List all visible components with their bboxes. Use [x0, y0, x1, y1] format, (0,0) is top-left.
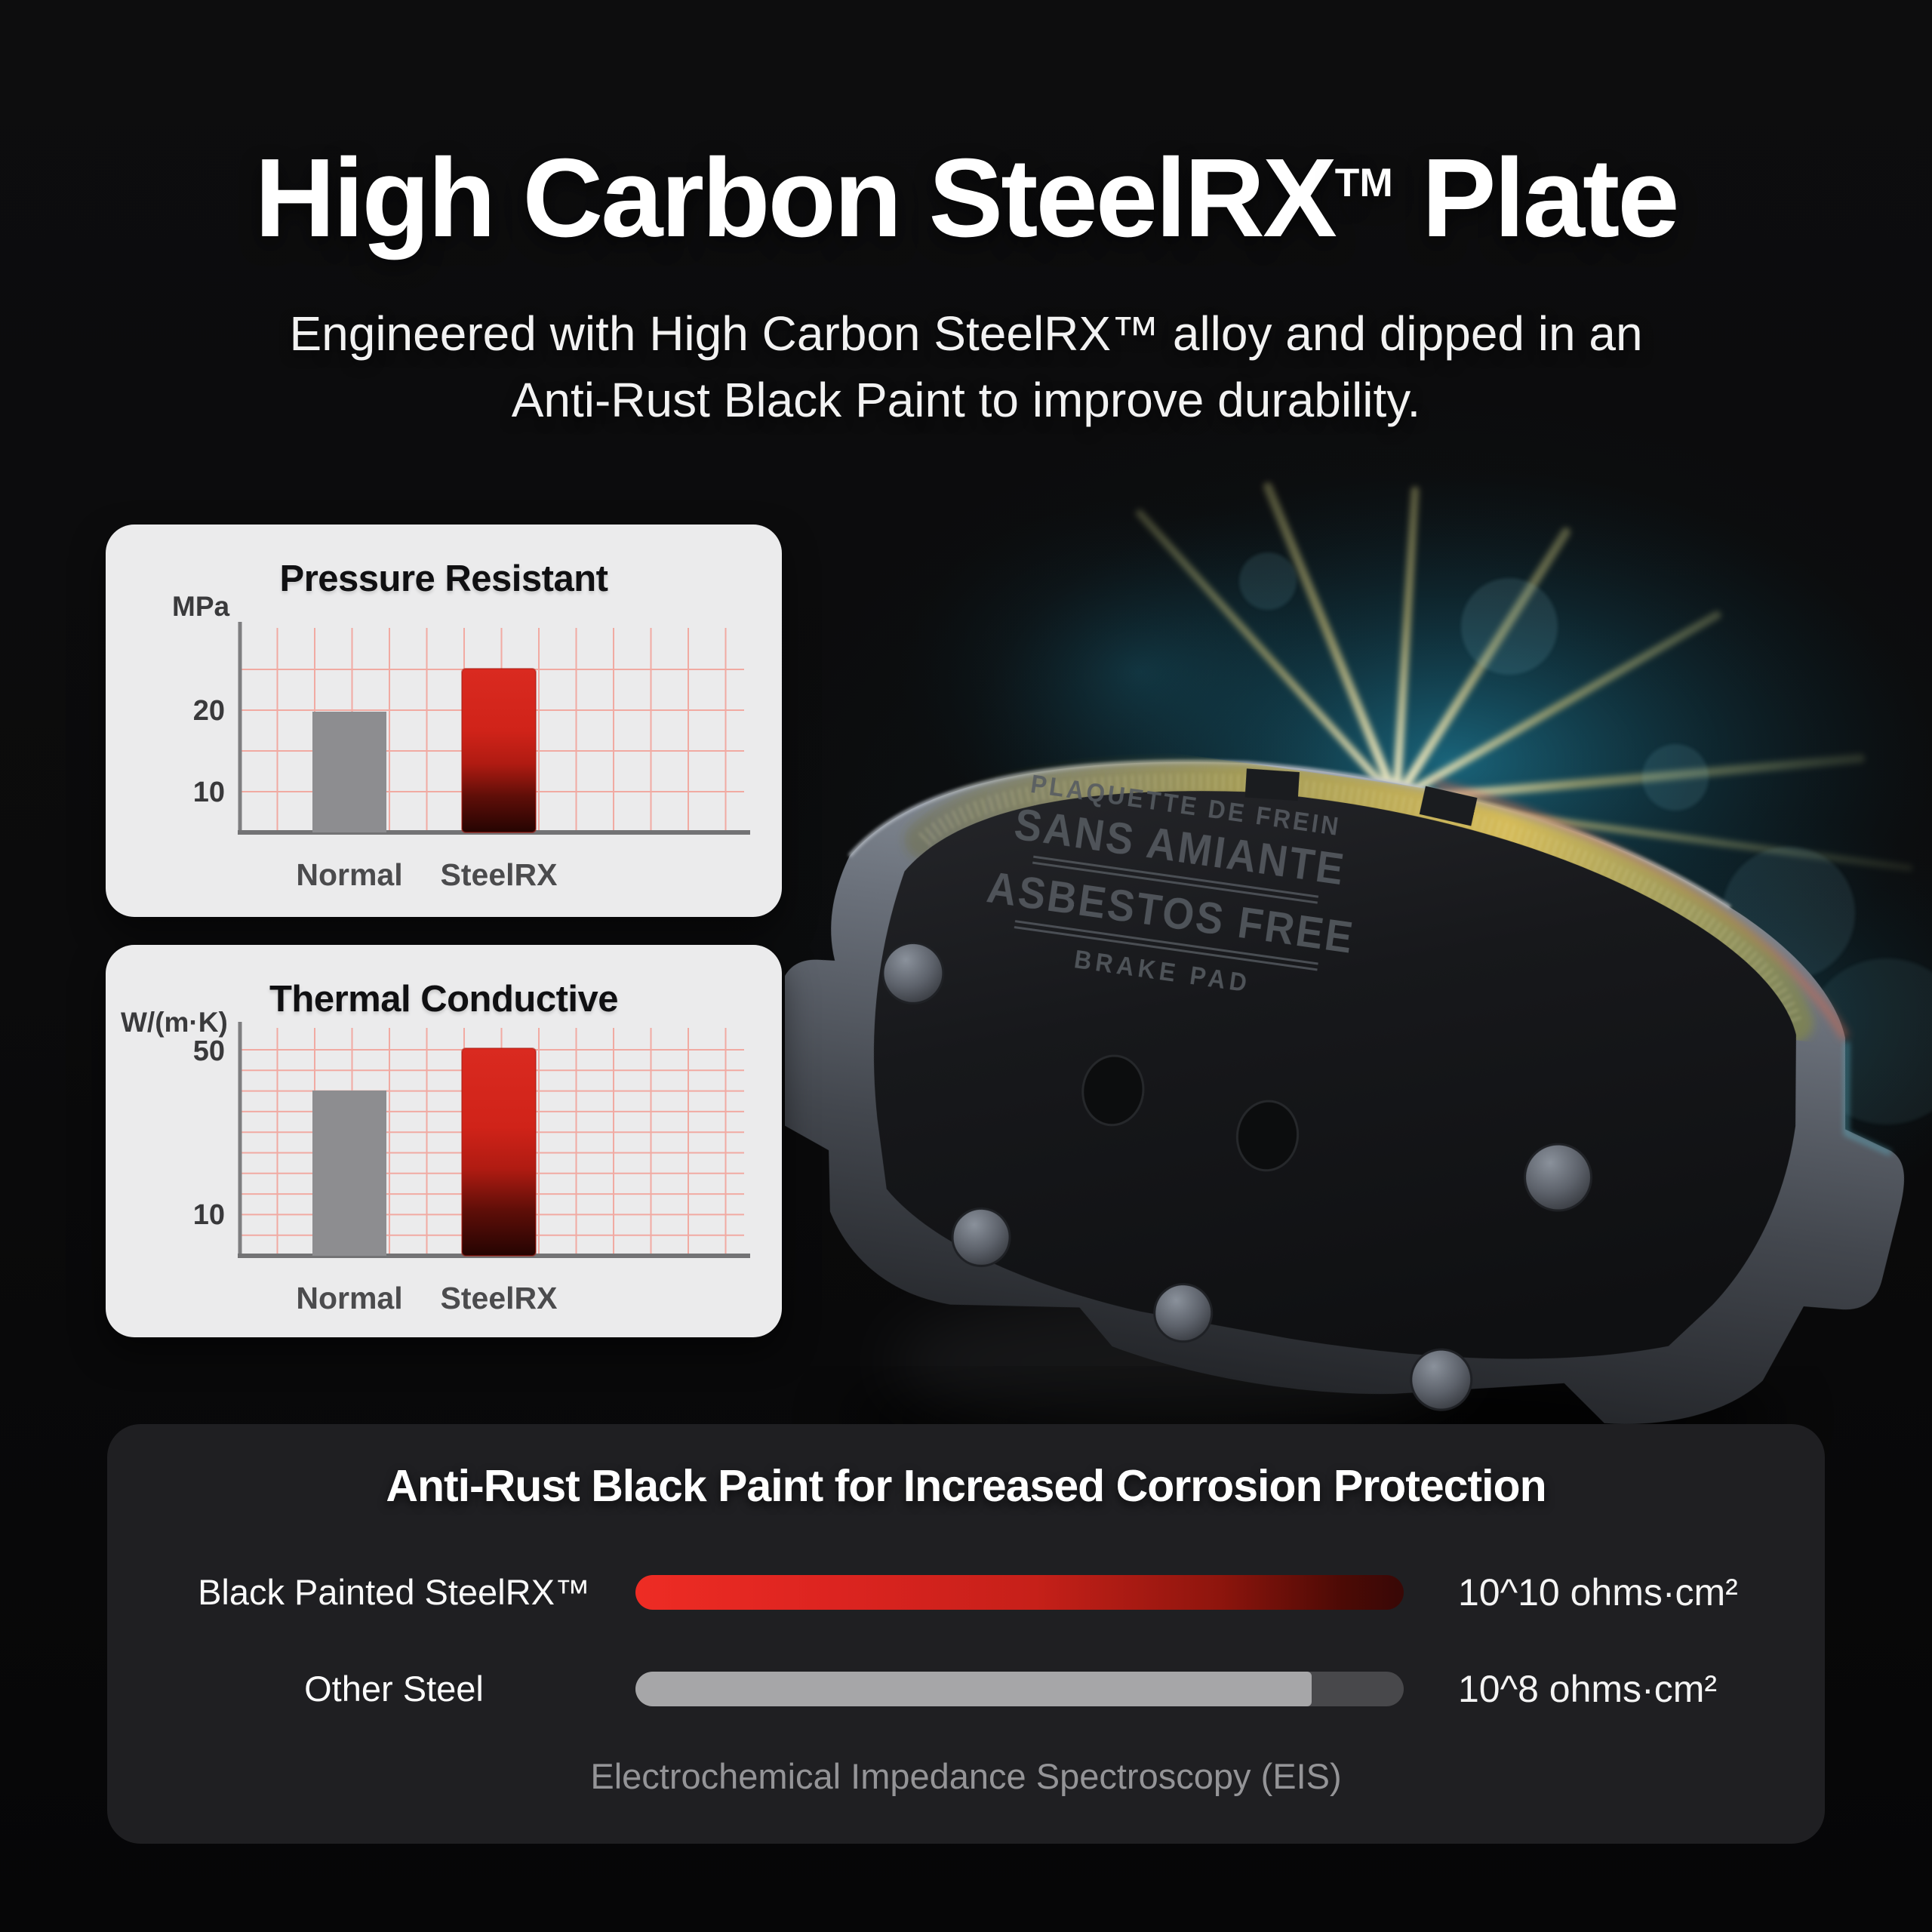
corrosion-bar-fill-other: [635, 1672, 1312, 1706]
svg-text:SteelRX: SteelRX: [441, 857, 558, 892]
hole-icon: [1235, 1100, 1300, 1172]
corrosion-row-label-other: Other Steel: [304, 1669, 484, 1709]
svg-text:Normal: Normal: [296, 857, 402, 892]
svg-text:Normal: Normal: [296, 1281, 402, 1315]
brake-pad-illustration: PLAQUETTE DE FREIN SANS AMIANTE ASBESTOS…: [785, 468, 1932, 1463]
brake-pad-body: PLAQUETTE DE FREIN SANS AMIANTE ASBESTOS…: [785, 760, 1905, 1424]
page-title: High Carbon SteelRXTM Plate: [0, 134, 1932, 263]
face-holes: [1081, 1054, 1300, 1172]
svg-text:20: 20: [193, 695, 225, 727]
corrosion-card-title: Anti-Rust Black Paint for Increased Corr…: [386, 1461, 1546, 1511]
hole-icon: [1081, 1054, 1145, 1127]
corrosion-bar-fill-steelrx: [635, 1575, 1404, 1610]
pressure-chart-plot: 20 10 Normal SteelRX: [193, 622, 750, 892]
pin-icon: [1410, 1348, 1473, 1411]
svg-text:50: 50: [193, 1035, 225, 1067]
pressure-chart-card: Pressure Resistant MPa 20 10 Normal SteelRX: [106, 525, 782, 917]
corrosion-value-steelrx: 10^10 ohms·cm²: [1458, 1571, 1738, 1614]
pin-icon: [1153, 1283, 1214, 1343]
pin-icon: [951, 1207, 1011, 1267]
trademark-superscript: TM: [1334, 161, 1393, 206]
corrosion-protection-card: Anti-Rust Black Paint for Increased Corr…: [107, 1424, 1825, 1844]
title-main: High Carbon SteelRX: [254, 136, 1337, 260]
svg-text:10: 10: [193, 777, 225, 808]
corrosion-bar-other: [635, 1672, 1404, 1706]
corrosion-bar-steelrx: [635, 1575, 1404, 1610]
friction-glow-speckle: [918, 773, 1802, 1026]
plate-notch-1: [1244, 768, 1300, 801]
svg-text:SteelRX: SteelRX: [441, 1281, 558, 1315]
pin-icon: [1524, 1143, 1593, 1212]
page-subtitle: Engineered with High Carbon SteelRX™ all…: [0, 300, 1932, 433]
thermal-unit-label: W/(m·K): [121, 1007, 228, 1038]
pin-icon: [881, 941, 945, 1004]
title-suffix: Plate: [1392, 136, 1680, 260]
pressure-unit-label: MPa: [172, 591, 230, 622]
svg-text:10: 10: [193, 1199, 225, 1231]
eis-footnote: Electrochemical Impedance Spectroscopy (…: [590, 1756, 1342, 1796]
thermal-chart-title: Thermal Conductive: [269, 979, 619, 1020]
corrosion-value-other: 10^8 ohms·cm²: [1458, 1668, 1717, 1710]
subtitle-line-2: Anti-Rust Black Paint to improve durabil…: [511, 373, 1421, 427]
corrosion-row-label-steelrx: Black Painted SteelRX™: [198, 1572, 590, 1612]
guide-pins: [881, 941, 1593, 1411]
thermal-chart-plot: 50 10 Normal SteelRX: [193, 1022, 750, 1315]
blue-edge-light: [1844, 1041, 1892, 1155]
pressure-chart-title: Pressure Resistant: [279, 558, 608, 599]
subtitle-line-1: Engineered with High Carbon SteelRX™ all…: [289, 306, 1643, 361]
plate-notch-2: [1419, 786, 1478, 826]
thermal-chart-card: Thermal Conductive W/(m·K) 50 10 Normal Ste…: [106, 945, 782, 1337]
